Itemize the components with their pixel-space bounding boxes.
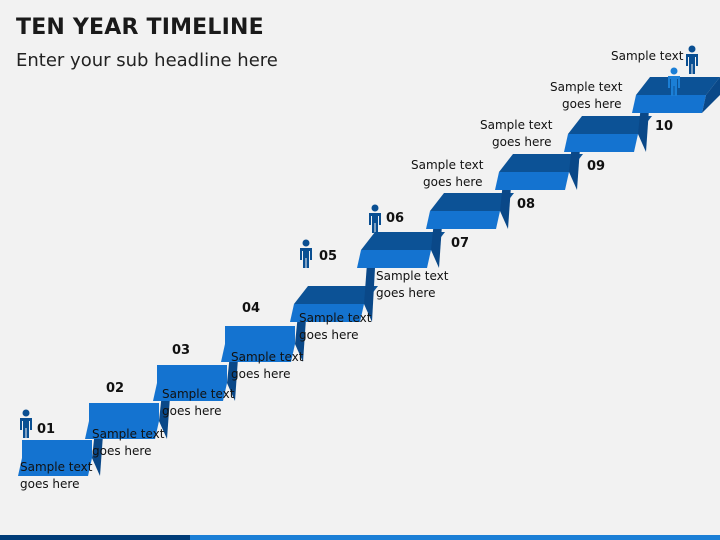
step-label-07: Sample text goes here [411, 157, 484, 191]
step-10-side [702, 77, 720, 113]
step-number-02: 02 [106, 381, 125, 396]
step-02-top [89, 403, 159, 421]
step-09-top [568, 116, 652, 134]
step-label-10: Sample text [611, 48, 684, 65]
step-05-front [290, 304, 364, 322]
step-label-04: Sample text goes here [231, 349, 304, 383]
page-subtitle: Enter your sub headline here [16, 50, 278, 71]
step-number-07: 07 [451, 236, 470, 251]
step-08-top [499, 154, 583, 172]
step-03-front [153, 383, 227, 401]
step-04-top [225, 326, 295, 344]
step-07-front [426, 211, 500, 229]
step-label-line1: Sample text [550, 80, 623, 94]
step-label-line2: goes here [92, 444, 152, 458]
step-label-06: Sample text goes here [376, 268, 449, 302]
step-05-top [294, 286, 378, 304]
step-label-line1: Sample text [411, 158, 484, 172]
step-number-06: 06 [386, 211, 405, 226]
step-label-05: Sample text goes here [299, 310, 372, 344]
step-03-top [157, 365, 227, 383]
page-title: TEN YEAR TIMELINE [16, 15, 264, 40]
step-04-front [221, 344, 295, 362]
step-02-front [85, 421, 159, 439]
bottom-accent-bar-dark [0, 535, 190, 540]
step-06-front [357, 250, 431, 268]
step-number-03: 03 [172, 343, 191, 358]
step-label-line1: Sample text [299, 311, 372, 325]
step-label-line2: goes here [162, 404, 222, 418]
step-number-01: 01 [37, 422, 56, 437]
step-number-04: 04 [242, 301, 261, 316]
step-number-10: 10 [655, 119, 674, 134]
step-10-front [632, 95, 706, 113]
step-label-line2: goes here [492, 135, 552, 149]
person-icon [668, 67, 680, 96]
step-label-03: Sample text goes here [162, 386, 235, 420]
step-label-line1: Sample text [20, 460, 93, 474]
step-number-09: 09 [587, 159, 606, 174]
step-label-line1: Sample text [480, 118, 553, 132]
step-09-front [564, 134, 638, 152]
step-label-line2: goes here [423, 175, 483, 189]
person-icon [20, 409, 32, 438]
step-label-09: Sample text goes here [550, 79, 623, 113]
step-number-05: 05 [319, 249, 338, 264]
step-label-08: Sample text goes here [480, 117, 553, 151]
step-label-line1: Sample text [611, 49, 684, 63]
step-01-top [22, 440, 92, 458]
step-label-line2: goes here [299, 328, 359, 342]
step-07-top [430, 193, 514, 211]
step-label-line1: Sample text [92, 427, 165, 441]
step-label-line2: goes here [562, 97, 622, 111]
person-icon [300, 239, 312, 268]
step-08-front [495, 172, 569, 190]
step-label-line2: goes here [231, 367, 291, 381]
step-number-08: 08 [517, 197, 536, 212]
person-icon [369, 204, 381, 233]
step-label-line1: Sample text [376, 269, 449, 283]
step-label-line1: Sample text [162, 387, 235, 401]
step-label-01: Sample text goes here [20, 459, 93, 493]
person-icon [686, 45, 698, 74]
step-label-line2: goes here [20, 477, 80, 491]
step-01-front [18, 458, 92, 476]
step-06-top [361, 232, 445, 250]
step-label-line1: Sample text [231, 350, 304, 364]
step-label-line2: goes here [376, 286, 436, 300]
bottom-accent-bar-light [190, 535, 720, 540]
step-label-02: Sample text goes here [92, 426, 165, 460]
